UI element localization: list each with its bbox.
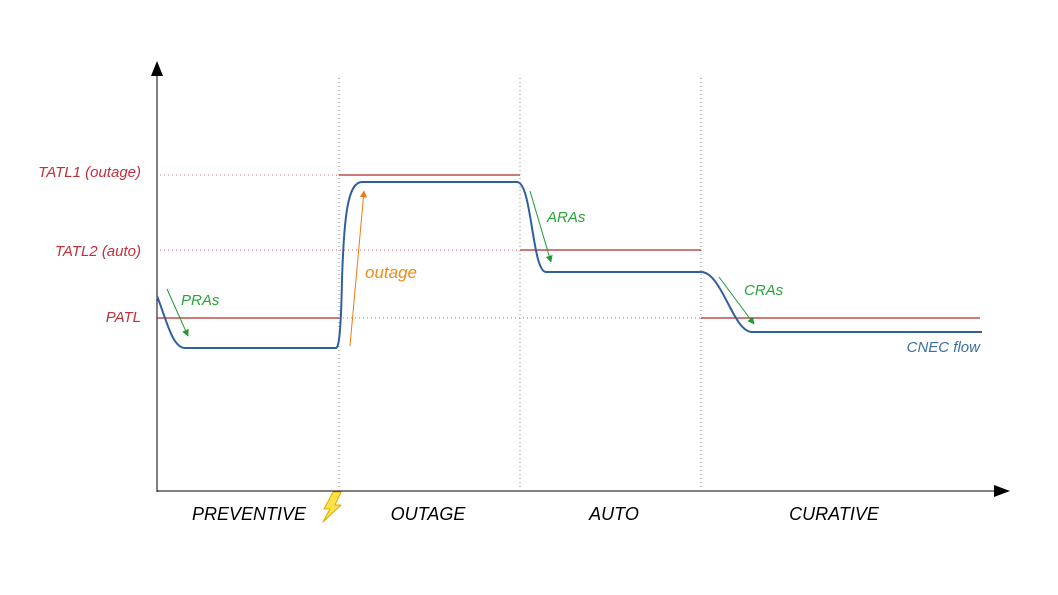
cnec-flow-curve — [156, 181, 982, 349]
lightning-bolt-icon — [322, 491, 342, 523]
cnec-flow-label: CNEC flow — [907, 339, 982, 356]
phase-label-outage: OUTAGE — [391, 504, 467, 524]
cras-label: CRAs — [744, 282, 784, 299]
cras-arrow — [718, 276, 755, 325]
pras-arrow — [166, 288, 189, 337]
aras-arrow — [529, 190, 553, 263]
patl-label: PATL — [106, 309, 141, 326]
phase-label-preventive: PREVENTIVE — [192, 504, 307, 524]
tatl2-label: TATL2 (auto) — [55, 243, 141, 260]
pras-label: PRAs — [181, 292, 220, 309]
tatl1-label: TATL1 (outage) — [38, 164, 141, 181]
x-axis-arrowhead — [994, 485, 1010, 497]
y-axis-arrowhead — [151, 61, 163, 76]
phase-label-curative: CURATIVE — [789, 504, 880, 524]
outage-arrow — [349, 190, 367, 347]
aras-label: ARAs — [546, 209, 586, 226]
outage-label: outage — [365, 263, 417, 282]
phase-label-auto: AUTO — [588, 504, 639, 524]
